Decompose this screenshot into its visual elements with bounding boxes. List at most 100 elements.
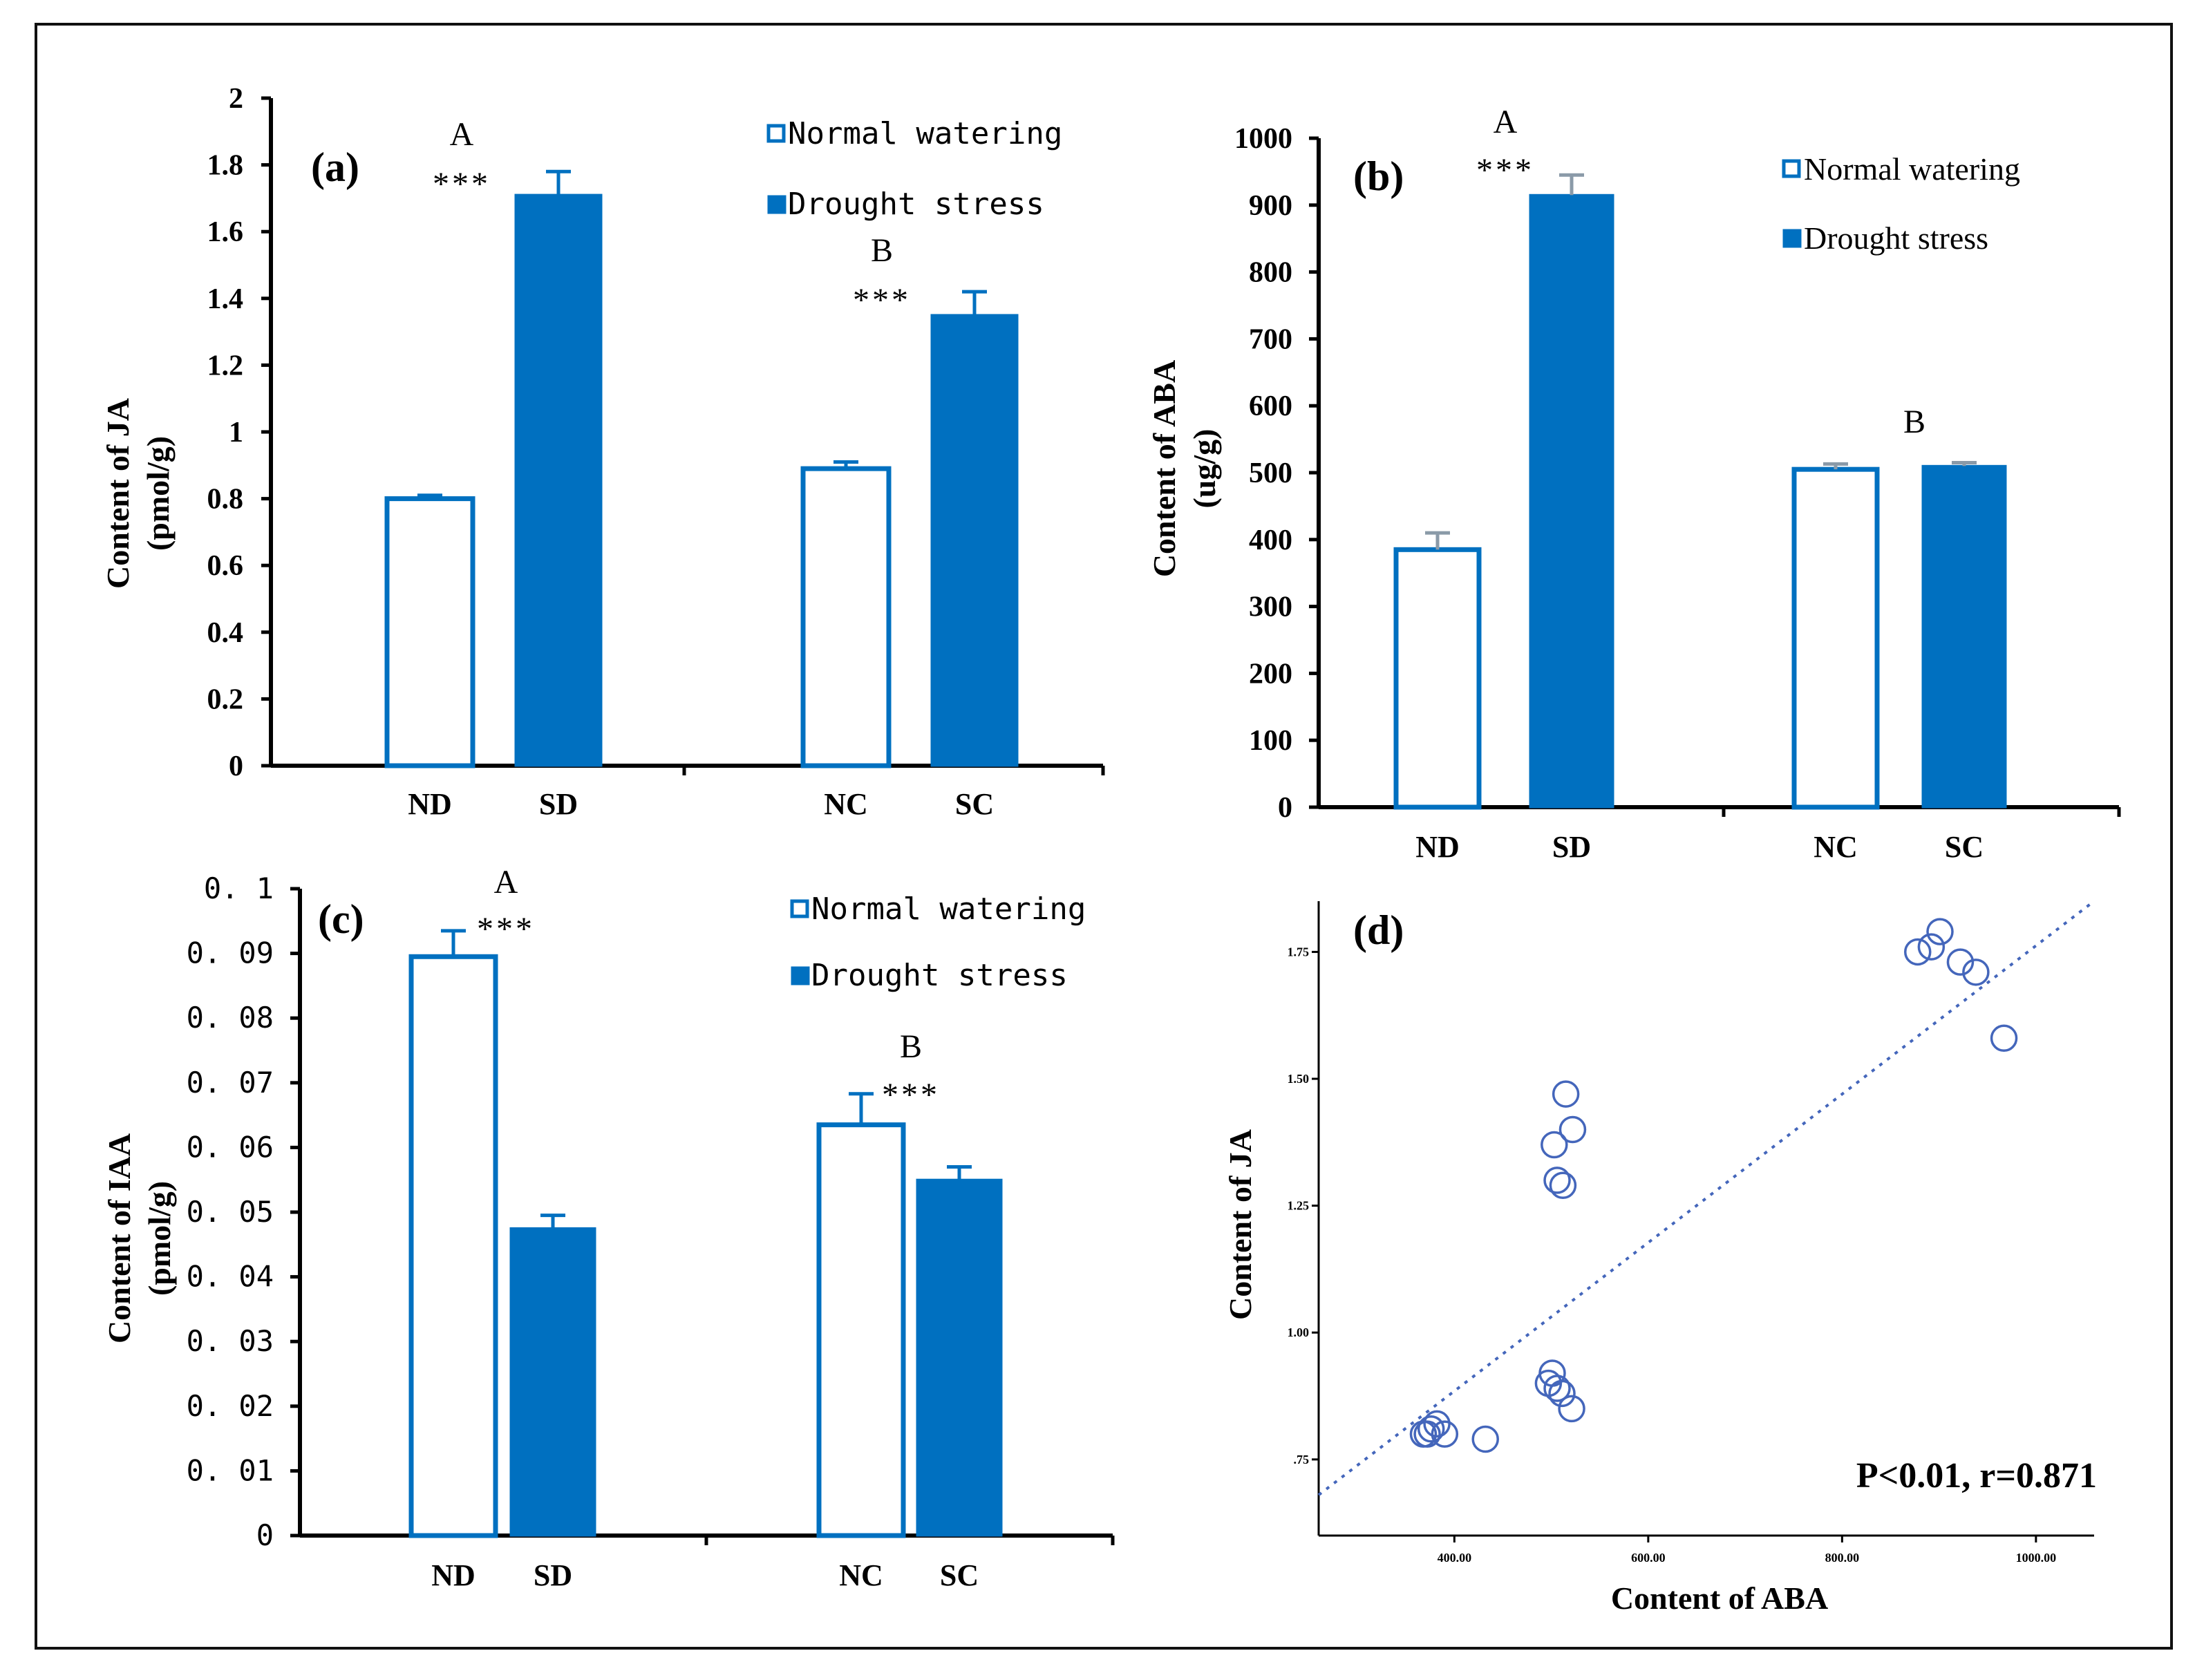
panel-c-ytick-label: 0. 06 [187,1130,274,1164]
panel-d: (d) 400.00 600.00 800.00 1000.00 .75 1.00 1.25… [1223,900,2097,1616]
panel-c-ytick-label: 0. 01 [187,1453,274,1487]
panel-a-ytick-label: 1.4 [207,283,244,315]
panel-d-point [1548,1379,1576,1408]
panel-b-ytick-label: 0 [1278,792,1292,824]
panel-a-category-label: SC [955,787,994,821]
panel-c-legend: Normal watering Drought stress [790,891,1086,993]
panel-d-ytick-label: 1.50 [1288,1072,1310,1086]
panel-b-ylabel-line2: (ug/g) [1187,429,1222,509]
panel-c-bars: A B *** *** [408,864,1003,1538]
panel-b-legend-label-drought: Drought stress [1804,220,1988,256]
panel-b-bar-normal [1393,547,1482,810]
panel-b-significance: *** [1476,152,1534,189]
panel-b-ytick-label: 300 [1249,592,1292,623]
panel-d-point [1926,918,1954,945]
panel-a-category-label: SD [539,787,578,821]
panel-b-legend-swatch-normal [1782,159,1801,178]
panel-a-ytick-label: 1.8 [207,150,244,182]
panel-c-category-label: NC [839,1558,883,1592]
panel-b-ytick-label: 800 [1249,257,1292,289]
panel-c-bar-drought [916,1178,1003,1537]
panel-d-point [1946,948,1975,976]
panel-d-point [1413,1420,1441,1448]
panel-d-point [1558,1115,1587,1144]
panel-c-ytick-label: 0. 05 [187,1195,274,1229]
panel-b-category-label: SC [1945,830,1984,864]
panel-d-xlabel: Content of ABA [1611,1580,1828,1616]
panel-b-label: (b) [1353,153,1404,199]
panel-c-legend-label-normal: Normal watering [811,891,1086,927]
panel-d-ytick-label: 1.75 [1288,945,1310,959]
panel-a-category-label: NC [824,787,868,821]
panel-c-ytick-label: 0. 02 [187,1389,274,1423]
panel-d-point [1990,1024,2018,1053]
panel-d-points [1317,900,2095,1496]
panel-c-ylabel-line2: (pmol/g) [142,1181,177,1296]
panel-b-ytick-label: 700 [1249,323,1292,355]
panel-d-point [1558,1395,1585,1423]
panel-d-ylabel: Content of JA [1223,1129,1258,1320]
panel-c-bar-normal [816,1122,906,1538]
panel-d-xtick-label: 1000.00 [2016,1551,2057,1565]
panel-a-bar-drought [514,194,603,767]
panel-b-bar-normal [1791,466,1880,810]
panel-c-label: (c) [318,896,364,942]
panel-a-ytick-label: 1.2 [207,350,244,381]
panel-a: (a) Content of JA (pmol/g) 0 0.2 0.4 0.6 0.8… [100,83,1105,821]
panel-a-significance: *** [433,166,491,202]
panel-d-xtick-label: 800.00 [1825,1551,1860,1565]
panel-c-ytick-label: 0. 04 [187,1260,274,1294]
panel-c-category-label: SC [940,1558,979,1592]
panel-a-ytick-label: 1.6 [207,216,244,248]
panel-d-ytick-label: 1.25 [1288,1199,1310,1213]
panel-a-group-letter: B [871,232,893,269]
panel-d-point [1552,1080,1580,1108]
panel-d-ytick-label: 1.00 [1288,1325,1310,1339]
panel-a-ytick-label: 0.4 [207,617,244,649]
panel-a-ytick-label: 0.8 [207,484,244,516]
panel-c-group-letter: A [494,864,518,900]
panel-a-ylabel-line1: Content of JA [100,398,135,589]
panel-a-ytick-label: 0.6 [207,550,244,582]
panel-d-point [1541,1131,1568,1159]
panel-d-fit-line [1317,900,2095,1496]
panel-a-bar-drought [930,314,1019,767]
panel-a-legend-swatch-normal [766,124,786,143]
panel-a-bar-normal [384,496,475,768]
panel-a-significance: *** [853,282,911,319]
panel-b-legend-swatch-drought [1782,229,1802,248]
panel-b-ytick-label: 500 [1249,457,1292,489]
panel-b-bar-drought [1921,464,2007,809]
panel-d-annotation: P<0.01, r=0.871 [1856,1456,2097,1495]
panel-b-category-label: SD [1552,830,1591,864]
panel-a-bar-normal [800,466,892,768]
panel-a-legend-swatch-drought [767,195,787,214]
panel-c-ytick-label: 0. 08 [187,1001,274,1035]
panel-a-ytick-label: 0 [229,751,243,782]
panel-b-ytick-label: 400 [1249,525,1292,556]
panel-d-label: (d) [1353,907,1404,953]
panel-d-point [1962,959,1990,986]
panel-c-ytick-label: 0. 1 [204,871,274,905]
panel-a-ytick-label: 0.2 [207,683,244,715]
panel-c-ytick-label: 0. 03 [187,1324,274,1358]
panel-a-axes: 0 0.2 0.4 0.6 0.8 1 1.2 1.4 1.6 1.8 2 ND SD NC SC [207,83,1105,821]
panel-a-ylabel-line2: (pmol/g) [140,436,176,551]
panel-a-bars: A B *** *** [384,116,1019,768]
panel-c: (c) Content of IAA (pmol/g) 0 0. 01 0. 02 0… [102,864,1115,1592]
panel-c-significance: *** [882,1077,940,1113]
panel-b-ylabel-line1: Content of ABA [1147,360,1182,577]
panel-b-axes: 0 100 200 300 400 500 600 700 800 900 1000 ND SD NC SC [1234,123,2121,864]
panel-d-axes: 400.00 600.00 800.00 1000.00 .75 1.00 1.25 1.50… [1288,901,2094,1565]
panel-d-point [1903,938,1932,966]
panel-c-legend-label-drought: Drought stress [811,958,1068,993]
panel-a-ytick-label: 2 [229,83,243,115]
panel-c-bar-normal [408,954,498,1538]
panel-c-bar-drought [509,1227,596,1537]
panel-a-legend: Normal watering Drought stress [766,116,1062,222]
panel-c-ylabel-line1: Content of IAA [102,1133,137,1343]
panel-b-ytick-label: 600 [1249,390,1292,422]
panel-d-point [1417,1415,1445,1443]
panel-b-ytick-label: 200 [1249,658,1292,690]
panel-b-ytick-label: 1000 [1234,123,1292,155]
